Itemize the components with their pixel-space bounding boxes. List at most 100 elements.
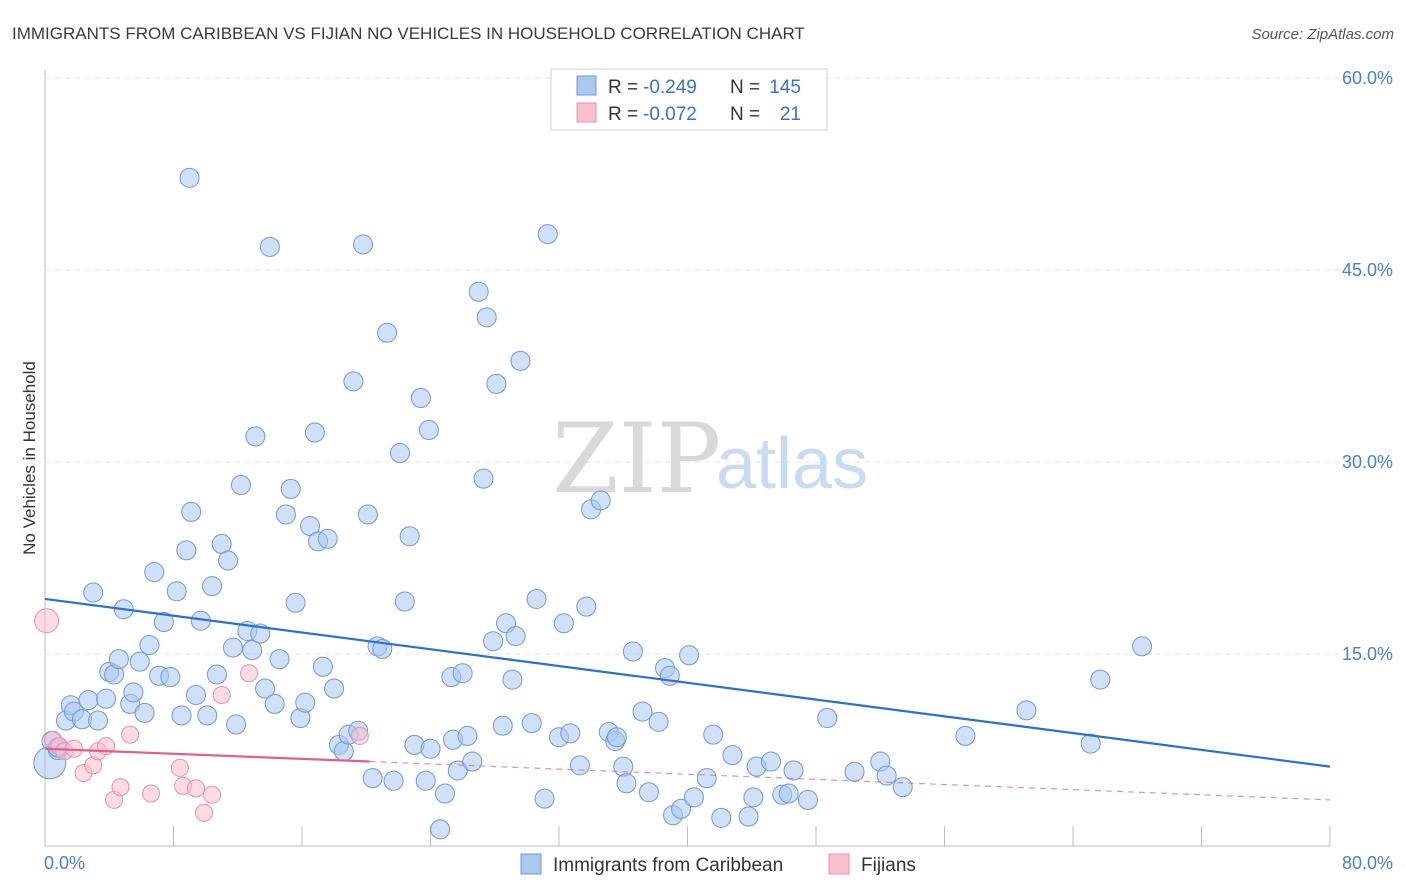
caribbean-point [218, 550, 239, 571]
caribbean-point [590, 490, 611, 511]
caribbean-point [333, 741, 354, 762]
fijians-point [212, 685, 231, 704]
caribbean-point [844, 761, 865, 782]
caribbean-point [139, 635, 160, 656]
caribbean-point [362, 768, 383, 789]
y-tick-label: 60.0% [1342, 68, 1393, 88]
caribbean-point [83, 582, 104, 603]
grid-lines [45, 77, 1393, 655]
source-label: Source: ZipAtlas.com [1251, 26, 1394, 43]
caribbean-point [817, 708, 838, 728]
caribbean-point [876, 765, 897, 786]
caribbean-point [206, 664, 227, 685]
caribbean-point [738, 806, 759, 827]
caribbean-point [312, 656, 333, 677]
fijians-point [142, 784, 161, 803]
bottom-legend-swatch-pink [828, 853, 850, 875]
legend-n-value-1: 145 [769, 77, 801, 98]
caribbean-point [560, 723, 581, 744]
legend-r-label-1: R = [608, 77, 638, 98]
caribbean-point [166, 581, 187, 602]
caribbean-point [671, 798, 692, 819]
caribbean-point [78, 690, 99, 711]
caribbean-point [357, 504, 378, 525]
x-tick-label-min: 0.0% [44, 853, 85, 873]
caribbean-point [317, 528, 338, 549]
bottom-legend-label-caribbean: Immigrants from Caribbean [553, 855, 783, 876]
caribbean-point [502, 669, 523, 690]
caribbean-point [179, 167, 200, 188]
chart-title: IMMIGRANTS FROM CARIBBEAN VS FIJIAN NO V… [12, 24, 805, 43]
caribbean-point [892, 777, 913, 798]
caribbean-point [280, 478, 301, 499]
caribbean-point [259, 236, 280, 257]
series-fijians-points [34, 608, 369, 822]
caribbean-point [457, 725, 478, 746]
caribbean-point [410, 388, 431, 408]
caribbean-point [222, 637, 243, 658]
caribbean-point [569, 755, 590, 776]
caribbean-point [144, 562, 165, 583]
y-tick-label: 15.0% [1342, 644, 1393, 664]
legend-n-value-2: 21 [780, 104, 801, 125]
caribbean-point [1080, 733, 1101, 754]
watermark-atlas: atlas [716, 424, 868, 504]
caribbean-point [722, 745, 743, 766]
caribbean-point [226, 714, 247, 735]
caribbean-point [1132, 636, 1153, 657]
caribbean-point [304, 422, 325, 443]
y-tick-labels: 15.0% 30.0% 45.0% 60.0% [1342, 68, 1393, 664]
caribbean-point [202, 576, 223, 597]
caribbean-point [778, 783, 799, 804]
series-caribbean-points [33, 167, 1153, 840]
caribbean-point [389, 443, 410, 464]
fijians-point [350, 726, 369, 745]
caribbean-point [383, 770, 404, 791]
caribbean-point [176, 540, 197, 561]
y-tick-label: 30.0% [1342, 452, 1393, 472]
caribbean-point [510, 350, 531, 371]
caribbean-point [123, 682, 144, 703]
caribbean-trend-line [44, 597, 1331, 768]
caribbean-point [242, 640, 263, 661]
caribbean-point [134, 702, 155, 723]
watermark: ZIP atlas [552, 403, 868, 515]
bottom-legend-label-fijians: Fijians [861, 855, 916, 876]
caribbean-point [1090, 669, 1111, 690]
caribbean-point [537, 224, 558, 245]
x-tick-label-max: 80.0% [1342, 853, 1393, 873]
fijians-point [34, 608, 60, 634]
fijians-trend-line [44, 747, 370, 763]
caribbean-point [181, 501, 202, 522]
bottom-legend: Immigrants from Caribbean Fijians [520, 853, 916, 876]
caribbean-point [526, 588, 547, 609]
caribbean-point [1016, 700, 1037, 721]
caribbean-point [521, 713, 542, 734]
caribbean-point [129, 651, 150, 672]
caribbean-point [171, 705, 192, 726]
caribbean-point [683, 787, 704, 808]
caribbean-point [576, 596, 597, 617]
caribbean-point [505, 626, 526, 647]
caribbean-point [613, 756, 634, 777]
caribbean-point [377, 322, 398, 343]
y-axis-label: No Vehicles in Household [20, 361, 39, 555]
fijians-point [170, 758, 189, 777]
caribbean-point [399, 526, 420, 547]
caribbean-point [696, 768, 717, 789]
legend-r-value-2: -0.072 [643, 104, 697, 125]
caribbean-point [648, 711, 669, 732]
caribbean-point [534, 788, 555, 809]
caribbean-point [275, 504, 296, 525]
bottom-legend-swatch-blue [520, 853, 542, 875]
caribbean-point [462, 751, 483, 772]
caribbean-point [343, 371, 364, 392]
caribbean-point [638, 782, 659, 803]
legend-r-value-1: -0.249 [643, 77, 697, 98]
caribbean-point [353, 234, 374, 255]
fijians-point [203, 785, 222, 804]
caribbean-point [160, 667, 181, 688]
legend-n-label-2: N = [730, 104, 760, 125]
caribbean-point [96, 688, 117, 709]
caribbean-point [197, 705, 218, 726]
